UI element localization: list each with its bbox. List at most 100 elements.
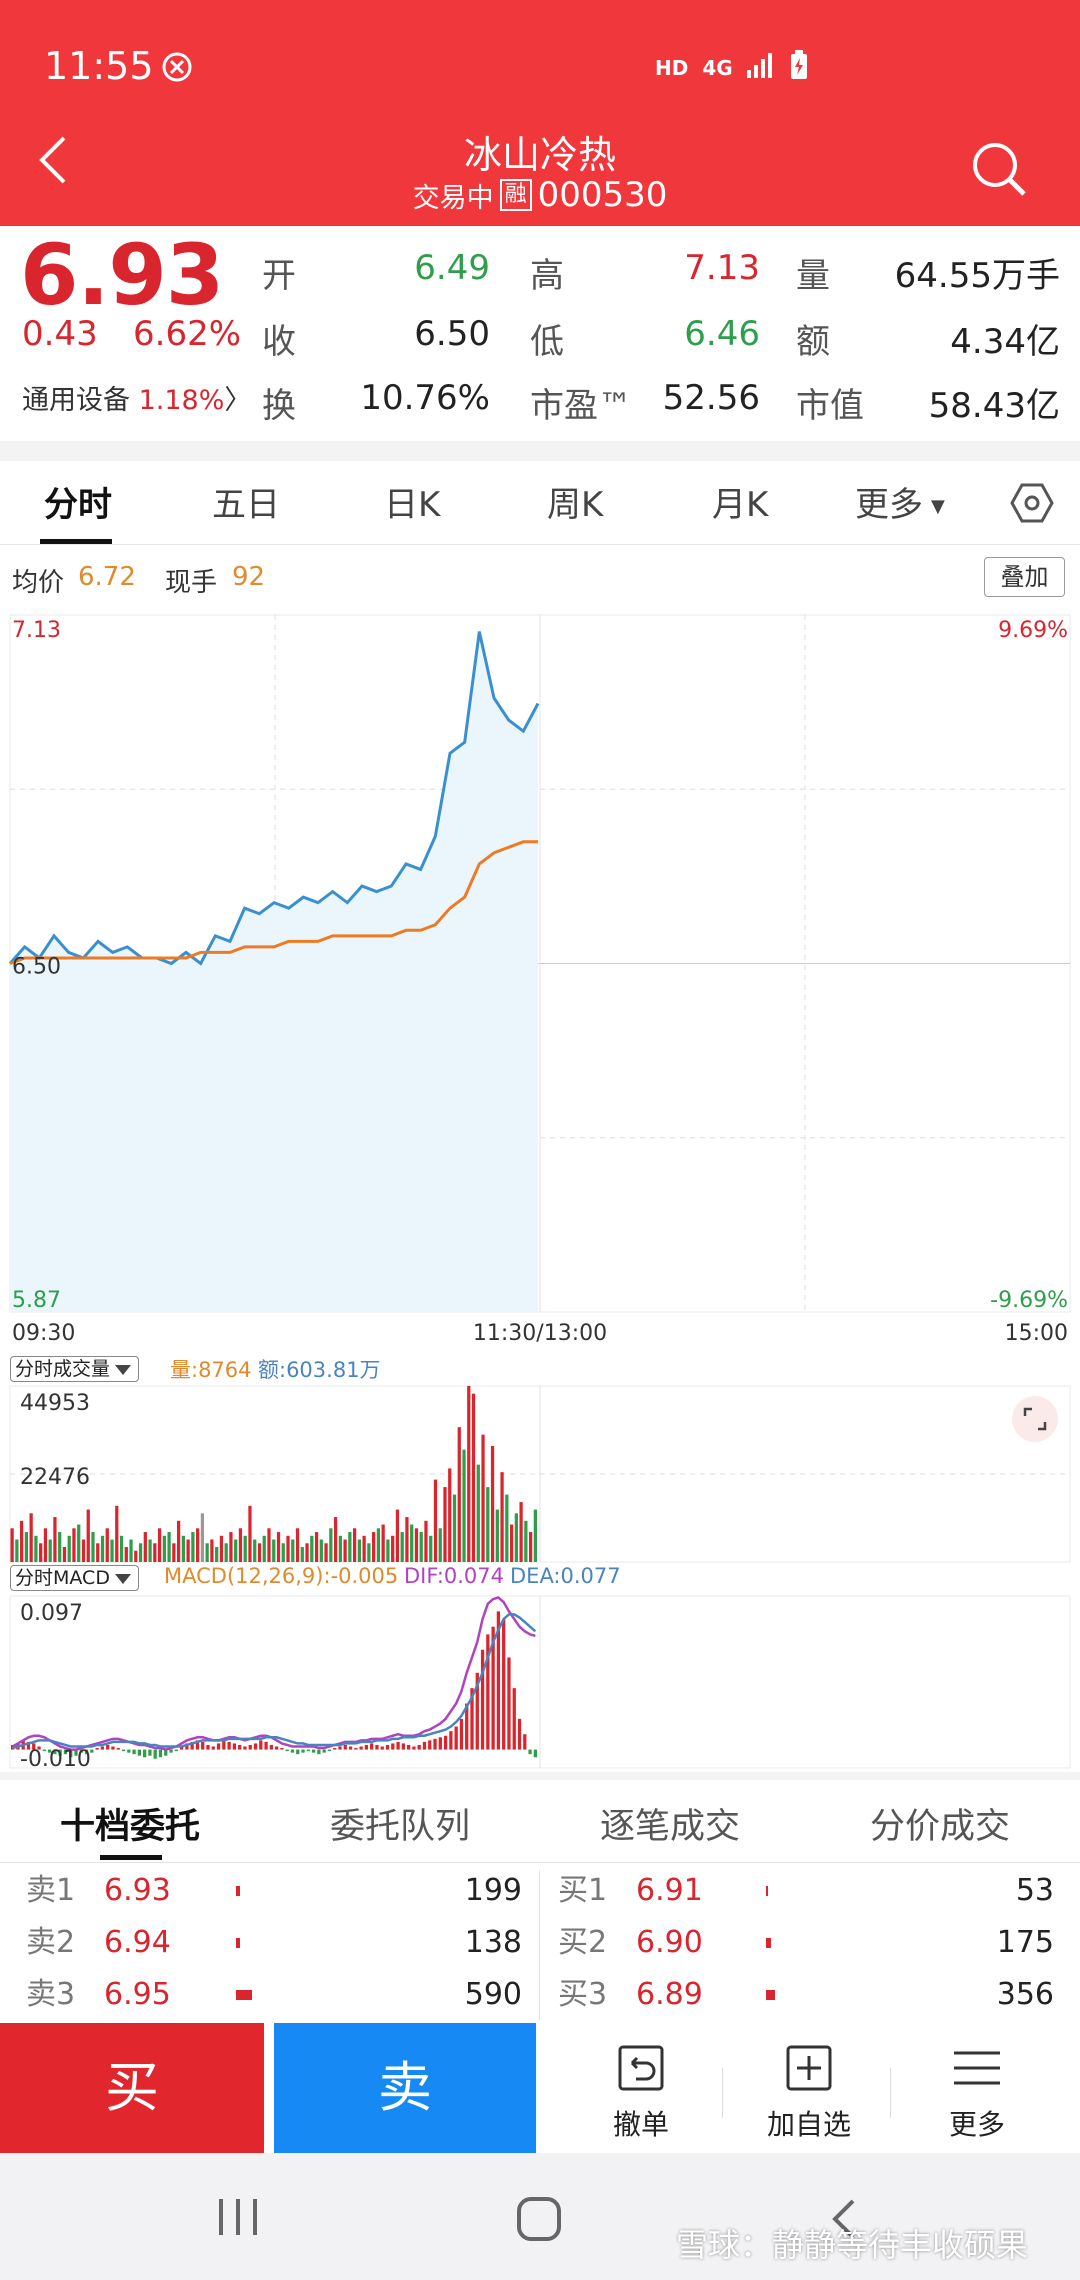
divider <box>0 1862 1080 1863</box>
macd-bar <box>470 1688 474 1750</box>
chart-tabs: 分时 五日 日K 周K 月K 更多 ▼ <box>0 461 1080 545</box>
bid-volume: 53 <box>1015 1873 1054 1908</box>
expand-button[interactable] <box>1012 1396 1058 1442</box>
caret-down-icon: ▼ <box>931 496 945 517</box>
field-value: 4.34亿 <box>950 322 1060 362</box>
app-header: 11:55 HD 4G 冰山冷热 交易中 融 000530 <box>0 0 1080 226</box>
overlay-button[interactable]: 叠加 <box>984 557 1065 597</box>
divider <box>722 2068 723 2118</box>
tab-monthly-k[interactable]: 月K <box>712 485 769 525</box>
quote-panel: 6.93 0.43 6.62% 通用设备 1.18%〉 开 6.49 高 7.1… <box>0 226 1080 441</box>
macd-bar <box>317 1749 321 1755</box>
macd-bar <box>528 1749 532 1755</box>
macd-bar <box>90 1749 94 1753</box>
macd-bar <box>116 1748 120 1750</box>
volume-bar <box>162 1535 166 1562</box>
volume-bar <box>367 1543 371 1562</box>
sector-pct: 1.18% <box>138 385 225 416</box>
volume-bar <box>524 1520 528 1562</box>
volume-bar <box>391 1535 395 1562</box>
volume-bar <box>429 1535 433 1562</box>
field-label: 换 <box>262 386 296 426</box>
amount-readout: 额:603.81万 <box>258 1358 381 1382</box>
macd-bar <box>327 1749 332 1752</box>
macd-bar <box>74 1749 78 1756</box>
volume-bar <box>110 1539 114 1562</box>
macd-bar <box>32 1743 36 1750</box>
sector-link[interactable]: 通用设备 1.18%〉 <box>22 385 252 416</box>
sell-button[interactable]: 卖 <box>274 2023 536 2153</box>
volume-bar <box>286 1535 290 1562</box>
tab-intraday[interactable]: 分时 <box>44 485 112 525</box>
volume-bar <box>533 1509 537 1562</box>
cancel-order-button[interactable]: 撤单 <box>576 2041 706 2143</box>
price-area <box>10 631 538 1312</box>
tab-order-queue[interactable]: 委托队列 <box>330 1807 471 1847</box>
volume-y-label-mid: 22476 <box>20 1465 90 1490</box>
volume-bar <box>457 1427 461 1562</box>
volume-bar <box>419 1532 423 1562</box>
charts-area[interactable]: 7.13 6.50 5.87 9.69% -9.69% 09:30 11:30/13:00 1… <box>0 600 1080 1780</box>
bid-volume-bar <box>766 1886 768 1896</box>
volume-bar <box>238 1528 243 1562</box>
last-price: 6.93 <box>20 226 224 324</box>
tab-five-day[interactable]: 五日 <box>212 485 280 525</box>
volume-bar <box>481 1434 485 1562</box>
field-label: 市盈™ <box>530 386 632 426</box>
macd-bar <box>517 1718 522 1750</box>
macd-bar <box>502 1619 506 1750</box>
macd-bar <box>169 1749 173 1753</box>
buy-button[interactable]: 买 <box>0 2023 264 2153</box>
macd-chart: 0.097 -0.010 <box>9 1595 1071 1772</box>
tab-ten-level[interactable]: 十档委托 <box>60 1807 201 1847</box>
x-label-midday: 11:30/13:00 <box>473 1321 607 1346</box>
tab-price-trades[interactable]: 分价成交 <box>870 1807 1011 1847</box>
y-label-prev-close: 6.50 <box>12 955 61 980</box>
macd-bar <box>496 1611 501 1750</box>
settings-hexagon-icon[interactable] <box>1010 483 1054 527</box>
home-icon[interactable] <box>515 2195 563 2247</box>
macd-bar <box>422 1741 427 1750</box>
volume-bar <box>86 1509 90 1562</box>
tab-daily-k[interactable]: 日K <box>384 485 441 525</box>
macd-bar <box>290 1749 295 1753</box>
status-time: 11:55 <box>44 44 154 88</box>
macd-bar <box>69 1749 73 1758</box>
macd-bar <box>42 1749 46 1752</box>
book-divider <box>539 1870 540 2020</box>
recent-apps-icon[interactable] <box>215 2197 261 2241</box>
macd-bar <box>523 1734 527 1750</box>
macd-indicator-select[interactable]: 分时MACD <box>10 1565 139 1591</box>
volume-bar <box>77 1524 81 1562</box>
pct-label-low: -9.69% <box>990 1288 1068 1313</box>
volume-bar <box>319 1539 323 1562</box>
volume-bar <box>424 1520 428 1562</box>
back-icon[interactable] <box>28 130 88 190</box>
macd-bar <box>238 1744 242 1750</box>
add-watchlist-button[interactable]: 加自选 <box>744 2041 874 2143</box>
bid-volume: 356 <box>996 1977 1054 2012</box>
volume-bar <box>405 1517 409 1562</box>
back-nav-icon[interactable] <box>825 2197 865 2245</box>
x-label-close: 15:00 <box>1005 1321 1068 1346</box>
more-actions-label: 更多 <box>948 2108 1005 2141</box>
tab-weekly-k[interactable]: 周K <box>547 485 604 525</box>
volume-indicator-select[interactable]: 分时成交量 <box>10 1356 140 1382</box>
volume-bar <box>291 1539 295 1562</box>
tab-tick-trades[interactable]: 逐笔成交 <box>600 1807 741 1847</box>
macd-bar <box>333 1748 337 1750</box>
volume-bar <box>157 1528 162 1562</box>
volume-bar <box>267 1528 271 1562</box>
ask-level-label: 卖1 <box>26 1873 76 1908</box>
tab-more[interactable]: 更多 ▼ <box>855 477 945 526</box>
macd-bar <box>259 1740 263 1750</box>
volume-bar <box>500 1472 504 1562</box>
volume-bar <box>172 1543 176 1562</box>
search-icon[interactable] <box>968 138 1030 200</box>
bid-level-label: 买3 <box>558 1977 608 2012</box>
more-actions-button[interactable]: 更多 <box>912 2041 1042 2143</box>
macd-bar <box>158 1749 163 1758</box>
volume-bar <box>96 1543 100 1562</box>
macd-bar <box>449 1731 453 1750</box>
volume-bar <box>53 1517 57 1562</box>
